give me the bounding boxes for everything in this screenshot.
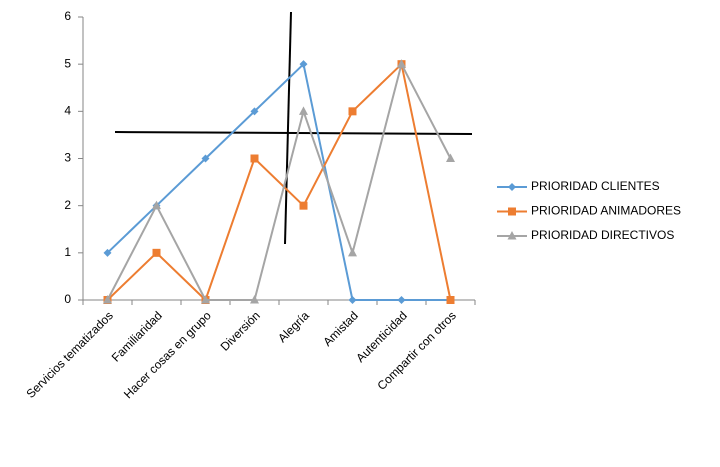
legend-marker [507, 231, 517, 240]
legend-label: PRIORIDAD DIRECTIVOS [531, 228, 674, 242]
series-line [106, 63, 452, 301]
legend-marker [508, 207, 516, 216]
legend-label: PRIORIDAD CLIENTES [531, 179, 660, 193]
data-marker [103, 248, 112, 257]
data-marker [397, 59, 406, 68]
legend-label: PRIORIDAD ANIMADORES [531, 204, 681, 218]
quadrant-line-horizontal [114, 131, 473, 135]
data-marker [152, 200, 161, 210]
quadrant-line-vertical [284, 11, 292, 245]
data-marker [348, 296, 357, 304]
data-marker [446, 153, 455, 162]
legend-marker [508, 183, 516, 191]
series-line [106, 63, 451, 301]
data-marker [348, 107, 357, 116]
data-marker [299, 60, 308, 69]
y-tick-label: 5 [64, 56, 71, 70]
y-tick-label: 0 [64, 292, 71, 306]
series-line [106, 63, 452, 301]
data-marker [250, 295, 259, 304]
data-marker [397, 296, 406, 304]
y-tick-label: 3 [64, 151, 71, 165]
data-marker [250, 154, 259, 163]
data-marker [299, 201, 308, 210]
y-tick-label: 4 [64, 104, 71, 118]
data-marker [152, 248, 161, 257]
y-tick-label: 6 [64, 9, 71, 23]
y-tick-label: 1 [64, 245, 71, 259]
data-marker [446, 296, 455, 304]
data-marker [250, 107, 259, 116]
data-marker [348, 247, 357, 257]
y-tick-label: 2 [64, 198, 71, 212]
data-marker [201, 154, 210, 163]
data-marker [299, 106, 308, 115]
data-marker [201, 295, 210, 304]
data-marker [103, 295, 112, 304]
